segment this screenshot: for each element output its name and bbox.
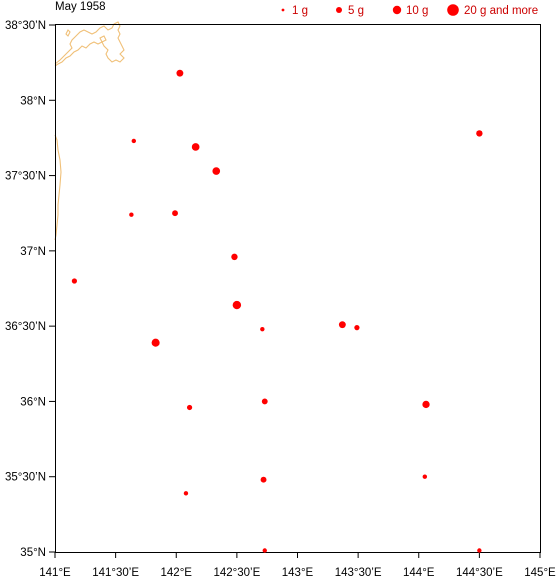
catch-point bbox=[262, 548, 267, 553]
data-points bbox=[71, 69, 483, 553]
x-tick-label: 141°30’E bbox=[92, 567, 139, 578]
x-tick-label: 142°30’E bbox=[213, 567, 260, 578]
catch-point bbox=[260, 476, 267, 483]
map-title: May 1958 bbox=[55, 1, 106, 13]
y-tick-label: 37°N bbox=[20, 246, 46, 258]
y-tick-label: 37°30’N bbox=[5, 171, 46, 183]
catch-point bbox=[172, 210, 178, 217]
coastline bbox=[54, 21, 125, 241]
catch-point bbox=[261, 398, 268, 405]
legend-label-5g: 5 g bbox=[348, 5, 364, 17]
catch-point bbox=[212, 167, 221, 175]
catch-point bbox=[476, 130, 483, 137]
catch-point bbox=[151, 338, 160, 347]
axes: 141°E 141°30’E 142°E 142°30’E 143°E 143°30’E 1… bbox=[5, 20, 556, 578]
legend-marker-5g bbox=[336, 7, 342, 13]
catch-point bbox=[191, 143, 200, 151]
catch-point bbox=[71, 278, 78, 284]
legend-label-10g: 10 g bbox=[406, 5, 428, 17]
legend: 1 g 5 g 10 g 20 g and more bbox=[281, 4, 538, 17]
catch-point bbox=[260, 326, 265, 332]
x-tick-label: 142°E bbox=[161, 567, 193, 578]
x-tick-label: 143°30’E bbox=[335, 567, 382, 578]
y-tick-label: 38°N bbox=[20, 95, 46, 107]
legend-marker-10g bbox=[392, 5, 402, 15]
y-tick-label: 35°30’N bbox=[5, 472, 46, 484]
catch-point bbox=[422, 474, 428, 479]
y-tick-label: 36°30’N bbox=[5, 321, 46, 333]
catch-point bbox=[131, 138, 137, 144]
legend-marker-20g bbox=[447, 4, 459, 16]
x-tick-label: 143°E bbox=[282, 567, 314, 578]
legend-marker-1g bbox=[281, 8, 285, 12]
x-tick-label: 144°30’E bbox=[456, 567, 503, 578]
catch-point bbox=[129, 212, 134, 217]
catch-point bbox=[183, 491, 189, 496]
catch-point bbox=[354, 325, 360, 331]
x-tick-label: 144°E bbox=[403, 567, 435, 578]
y-tick-label: 36°N bbox=[20, 396, 46, 408]
catch-point bbox=[477, 548, 482, 553]
x-tick-label: 141°E bbox=[39, 567, 71, 578]
y-tick-label: 35°N bbox=[20, 547, 46, 559]
catch-point bbox=[338, 321, 346, 329]
catch-point bbox=[231, 253, 238, 261]
catch-point bbox=[232, 300, 242, 310]
x-tick-label: 145°E bbox=[524, 567, 556, 578]
map-frame bbox=[55, 24, 541, 553]
catch-point bbox=[186, 404, 193, 411]
catch-point bbox=[422, 400, 430, 409]
legend-label-1g: 1 g bbox=[292, 5, 308, 17]
catch-point bbox=[176, 69, 184, 77]
legend-label-20g: 20 g and more bbox=[464, 5, 538, 17]
y-tick-label: 38°30’N bbox=[5, 20, 46, 32]
